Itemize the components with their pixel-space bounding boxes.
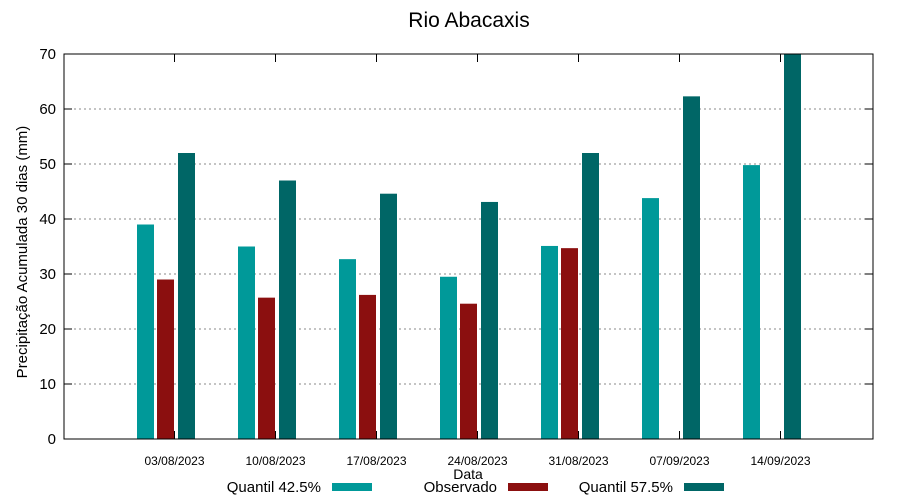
x-tick-label: 03/08/2023 (144, 454, 204, 468)
bar (541, 245, 558, 439)
bar (279, 180, 296, 439)
y-tick-label: 70 (39, 46, 56, 63)
legend-swatch (332, 483, 372, 491)
x-tick-label: 07/09/2023 (649, 454, 709, 468)
bar (743, 165, 760, 439)
y-tick-label: 40 (39, 211, 56, 228)
bar (683, 96, 700, 439)
chart-title: Rio Abacaxis (408, 9, 529, 32)
y-tick-label: 0 (48, 431, 56, 448)
x-tick-label: 10/08/2023 (245, 454, 305, 468)
legend-label: Quantil 42.5% (227, 479, 321, 496)
bar (460, 303, 477, 439)
bar (178, 153, 195, 439)
bars (137, 54, 801, 439)
legend-swatch (508, 483, 548, 491)
x-tick-label: 14/09/2023 (750, 454, 810, 468)
bar (380, 193, 397, 439)
legend: Quantil 42.5% Observado Quantil 57.5% (227, 479, 724, 496)
bar (359, 294, 376, 439)
y-axis-label: Precipitação Acumulada 30 dias (mm) (14, 126, 31, 379)
x-tick-label: 24/08/2023 (447, 454, 507, 468)
bar (238, 246, 255, 439)
bar (258, 297, 275, 439)
x-axis-label: Data (453, 466, 483, 482)
bar (561, 248, 578, 439)
y-tick-label: 20 (39, 321, 56, 338)
y-tick-label: 10 (39, 376, 56, 393)
bar (440, 276, 457, 439)
bar (137, 224, 154, 439)
plot-frame (63, 53, 874, 440)
y-tick-label: 60 (39, 101, 56, 118)
legend-label: Observado (424, 479, 497, 496)
bar (339, 259, 356, 439)
bar (157, 279, 174, 439)
y-tick-label: 50 (39, 156, 56, 173)
bar (784, 54, 801, 439)
legend-label: Quantil 57.5% (579, 479, 673, 496)
bar (642, 198, 659, 439)
bar (481, 201, 498, 439)
legend-swatch (684, 483, 724, 491)
y-tick-label: 30 (39, 266, 56, 283)
x-axis: 03/08/2023 10/08/2023 17/08/2023 24/08/2023… (144, 54, 811, 468)
x-tick-label: 31/08/2023 (548, 454, 608, 468)
bar (582, 153, 599, 439)
y-axis: 0 10 20 30 40 50 60 70 (39, 46, 873, 448)
x-tick-label: 17/08/2023 (346, 454, 406, 468)
